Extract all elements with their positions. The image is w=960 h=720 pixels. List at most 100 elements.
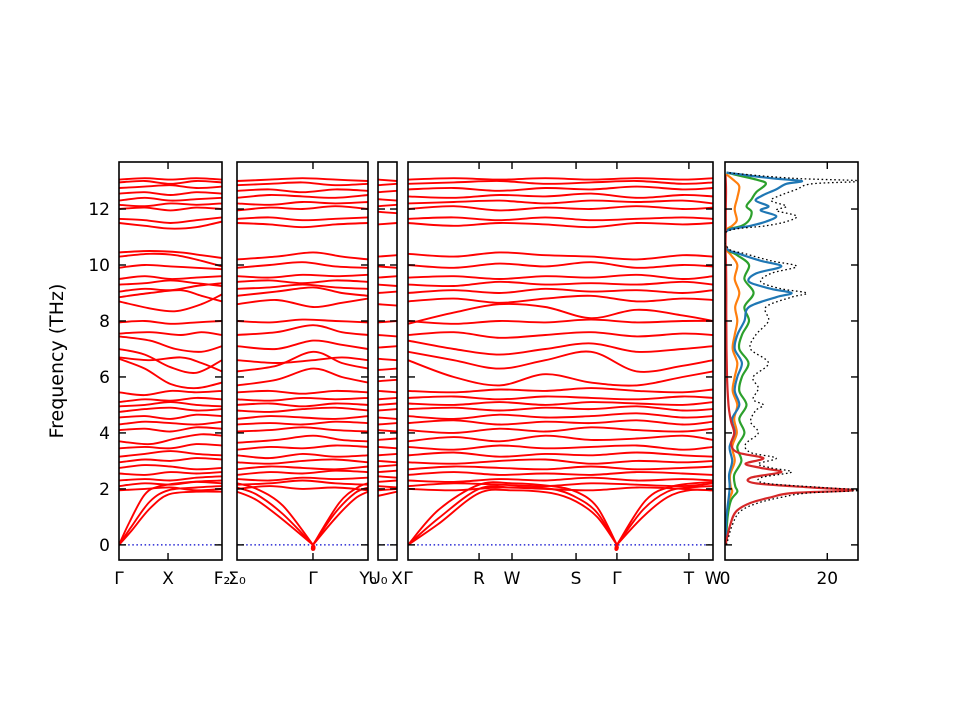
panel-frame xyxy=(377,161,398,561)
phonon-band xyxy=(408,251,713,261)
phonon-band xyxy=(119,275,222,280)
phonon-band xyxy=(378,464,397,468)
phonon-band xyxy=(378,429,397,433)
phonon-band xyxy=(408,280,713,288)
phonon-band xyxy=(408,216,713,222)
y-tick-label: 0 xyxy=(99,536,110,556)
phonon-band xyxy=(408,444,713,451)
phonon-band xyxy=(119,433,222,446)
phonon-band xyxy=(119,420,222,426)
phonon-band xyxy=(378,303,397,307)
phonon-band xyxy=(408,205,713,212)
phonon-band xyxy=(119,396,222,404)
phonon-band xyxy=(119,480,222,488)
phonon-band xyxy=(237,415,368,420)
phonon-band xyxy=(378,357,397,362)
y-tick-label: 2 xyxy=(99,480,110,500)
phonon-band xyxy=(119,177,222,181)
phonon-band xyxy=(237,356,368,364)
phonon-band xyxy=(237,273,368,279)
phonon-band xyxy=(119,389,222,397)
y-tick-label: 4 xyxy=(99,424,110,444)
phonon-band xyxy=(237,420,368,426)
phonon-band xyxy=(119,202,222,208)
phonon-band xyxy=(408,350,713,373)
phonon-band xyxy=(237,406,368,413)
phonon-band xyxy=(237,469,368,476)
x-tick-label: Γ xyxy=(308,569,318,589)
phonon-band xyxy=(119,289,222,303)
x-tick-label: W xyxy=(504,569,521,589)
y-tick-label: 8 xyxy=(99,312,110,332)
phonon-band xyxy=(378,437,397,441)
phonon-band xyxy=(378,479,397,483)
phonon-band xyxy=(408,273,713,280)
phonon-band xyxy=(408,476,713,483)
phonon-band xyxy=(408,359,713,387)
phonon-band xyxy=(237,201,368,206)
phonon-band xyxy=(119,191,222,196)
x-tick-label: X xyxy=(391,569,403,589)
x-tick-label: S xyxy=(571,569,582,589)
phonon-band xyxy=(119,464,222,471)
phonon-band xyxy=(408,177,713,181)
phonon-band xyxy=(237,261,368,269)
x-tick-label: T xyxy=(683,569,695,589)
panel-frame xyxy=(724,161,859,561)
phonon-band xyxy=(237,251,368,261)
x-tick-label: F₂ xyxy=(214,569,231,589)
phonon-band xyxy=(378,334,397,338)
x-tick-label: Y₀ xyxy=(358,569,376,589)
phonon-band xyxy=(408,471,713,476)
phonon-band xyxy=(237,485,368,492)
phonon-band xyxy=(237,490,368,550)
phonon-band xyxy=(408,482,713,488)
phonon-band xyxy=(408,387,713,394)
phonon-band xyxy=(237,279,368,285)
panel-frame xyxy=(407,161,714,561)
phonon-band xyxy=(378,222,397,226)
phonon-band xyxy=(119,486,222,492)
phonon-band xyxy=(408,401,713,406)
phonon-band xyxy=(408,458,713,465)
phonon-band xyxy=(408,412,713,420)
phonon-band xyxy=(378,265,397,269)
phonon-band xyxy=(408,480,713,551)
phonon-band xyxy=(378,203,397,208)
x-tick-label: U₀ xyxy=(368,569,387,589)
phonon-band xyxy=(237,434,368,444)
phonon-band xyxy=(237,205,368,212)
x-tick-label: Σ₀ xyxy=(228,569,246,589)
phonon-band xyxy=(408,180,713,185)
x-tick-label: W xyxy=(705,569,722,589)
phonon-band xyxy=(378,254,397,258)
phonon-band xyxy=(119,357,222,390)
phonon-band xyxy=(237,188,368,194)
phonon-band xyxy=(378,490,397,497)
x-tick-label: 0 xyxy=(720,569,731,589)
phonon-band xyxy=(408,199,713,205)
phonon-band xyxy=(237,426,368,433)
phonon-band xyxy=(237,452,368,460)
phonon-band xyxy=(408,287,713,294)
phonon-band xyxy=(237,458,368,465)
phonon-band xyxy=(378,283,397,287)
phonon-band xyxy=(119,220,222,230)
phonon-band xyxy=(237,297,368,308)
phonon-band xyxy=(378,485,397,489)
phonon-band xyxy=(378,459,397,464)
phonon-band xyxy=(378,210,397,215)
phonon-band xyxy=(408,221,713,229)
phonon-band xyxy=(378,416,397,420)
phonon-band xyxy=(237,444,368,451)
phonon-band xyxy=(237,339,368,351)
phonon-band xyxy=(408,294,713,304)
phonon-band xyxy=(119,264,222,271)
phonon-band xyxy=(237,324,368,336)
phonon-band xyxy=(119,293,222,313)
phonon-band xyxy=(378,396,397,401)
phonon-band xyxy=(237,283,368,290)
